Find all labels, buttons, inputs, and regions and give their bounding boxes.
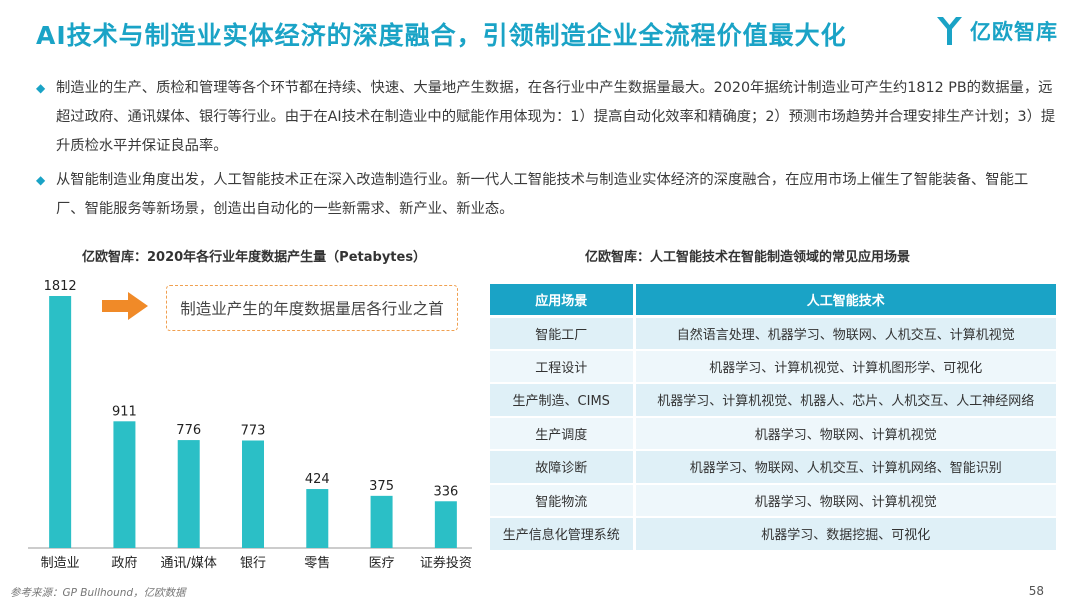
logo-mark-icon bbox=[937, 17, 962, 45]
table-header-scenario: 应用场景 bbox=[490, 284, 636, 318]
bar bbox=[49, 296, 72, 548]
diamond-bullet-icon: ◆ bbox=[36, 173, 46, 187]
arrow-right-icon bbox=[102, 292, 148, 320]
application-table: 应用场景 人工智能技术 智能工厂 自然语言处理、机器学习、物联网、人机交互、计算… bbox=[490, 284, 1056, 552]
bar bbox=[242, 440, 264, 548]
chart-callout: 制造业产生的年度数据量居各行业之首 bbox=[166, 285, 458, 331]
bar bbox=[434, 501, 457, 548]
table-cell-technology: 机器学习、物联网、人机交互、计算机网络、智能识别 bbox=[634, 450, 1056, 485]
table-caption: 亿欧智库：人工智能技术在智能制造领域的常见应用场景 bbox=[585, 250, 911, 265]
table-cell-technology: 机器学习、计算机视觉、计算机图形学、可视化 bbox=[634, 349, 1056, 384]
page-title: AI技术与制造业实体经济的深度融合，引领制造企业全流程价值最大化 bbox=[36, 21, 847, 50]
diamond-bullet-icon: ◆ bbox=[36, 81, 46, 95]
table-cell-technology: 机器学习、计算机视觉、机器人、芯片、人机交互、人工神经网络 bbox=[634, 383, 1056, 418]
page-number: 58 bbox=[1028, 584, 1044, 598]
table-cell-scenario: 生产信息化管理系统 bbox=[490, 517, 636, 552]
table-cell-scenario: 智能物流 bbox=[490, 483, 636, 518]
table-cell-scenario: 生产调度 bbox=[490, 416, 636, 451]
logo: 亿欧智库 bbox=[934, 14, 1058, 48]
table-row: 生产信息化管理系统 机器学习、数据挖掘、可视化 bbox=[490, 517, 1056, 552]
table-cell-scenario: 智能工厂 bbox=[490, 316, 636, 351]
table-cell-scenario: 生产制造、CIMS bbox=[490, 383, 636, 418]
bar bbox=[306, 489, 329, 548]
table-row: 工程设计 机器学习、计算机视觉、计算机图形学、可视化 bbox=[490, 349, 1056, 384]
table-header-row: 应用场景 人工智能技术 bbox=[490, 284, 1056, 318]
bar-value-label: 911 bbox=[112, 404, 137, 419]
bar-value-label: 375 bbox=[369, 479, 394, 494]
table-row: 故障诊断 机器学习、物联网、人机交互、计算机网络、智能识别 bbox=[490, 450, 1056, 485]
bar-value-label: 424 bbox=[305, 472, 330, 487]
bar-value-label: 336 bbox=[433, 484, 458, 499]
bar bbox=[177, 440, 200, 548]
table-header-technology: 人工智能技术 bbox=[634, 284, 1056, 318]
table-cell-technology: 机器学习、物联网、计算机视觉 bbox=[634, 483, 1056, 518]
table-row: 智能物流 机器学习、物联网、计算机视觉 bbox=[490, 483, 1056, 518]
bar-value-label: 776 bbox=[176, 423, 201, 438]
category-label: 零售 bbox=[304, 555, 330, 571]
bar bbox=[113, 421, 136, 548]
table-cell-scenario: 故障诊断 bbox=[490, 450, 636, 485]
bullet-list: ◆ 制造业的生产、质检和管理等各个环节都在持续、快速、大量地产生数据，在各行业中… bbox=[36, 74, 1056, 229]
bar-value-label: 773 bbox=[241, 423, 266, 438]
bullet-item: ◆ 从智能制造业角度出发，人工智能技术正在深入改造制造行业。新一代人工智能技术与… bbox=[36, 166, 1056, 224]
bullet-text: 制造业的生产、质检和管理等各个环节都在持续、快速、大量地产生数据，在各行业中产生… bbox=[56, 80, 1056, 154]
table-cell-technology: 机器学习、物联网、计算机视觉 bbox=[634, 416, 1056, 451]
category-label: 证券投资 bbox=[420, 555, 472, 571]
logo-text: 亿欧智库 bbox=[970, 20, 1058, 44]
source-note: 参考来源：GP Bullhound，亿欧数据 bbox=[10, 587, 186, 599]
category-label: 银行 bbox=[240, 556, 266, 571]
bar-chart: 1812 制造业 911 政府 776 通讯/媒体 773 银行 424 零售 375 医疗 336 证券… bbox=[28, 279, 472, 571]
table-row: 生产制造、CIMS 机器学习、计算机视觉、机器人、芯片、人机交互、人工神经网络 bbox=[490, 383, 1056, 418]
bar bbox=[370, 495, 393, 548]
bullet-item: ◆ 制造业的生产、质检和管理等各个环节都在持续、快速、大量地产生数据，在各行业中… bbox=[36, 74, 1056, 161]
bullet-text: 从智能制造业角度出发，人工智能技术正在深入改造制造行业。新一代人工智能技术与制造… bbox=[56, 172, 1029, 217]
category-label: 政府 bbox=[111, 556, 137, 571]
table-cell-technology: 机器学习、数据挖掘、可视化 bbox=[634, 517, 1056, 552]
bar-value-label: 1812 bbox=[44, 279, 77, 294]
category-label: 医疗 bbox=[369, 556, 395, 571]
table-cell-technology: 自然语言处理、机器学习、物联网、人机交互、计算机视觉 bbox=[634, 316, 1056, 351]
table-row: 智能工厂 自然语言处理、机器学习、物联网、人机交互、计算机视觉 bbox=[490, 316, 1056, 351]
category-label: 通讯/媒体 bbox=[161, 556, 217, 571]
chart-title: 亿欧智库：2020年各行业年度数据产生量（Petabytes） bbox=[82, 250, 427, 265]
table-row: 生产调度 机器学习、物联网、计算机视觉 bbox=[490, 416, 1056, 451]
table-cell-scenario: 工程设计 bbox=[490, 349, 636, 384]
category-label: 制造业 bbox=[41, 556, 80, 571]
